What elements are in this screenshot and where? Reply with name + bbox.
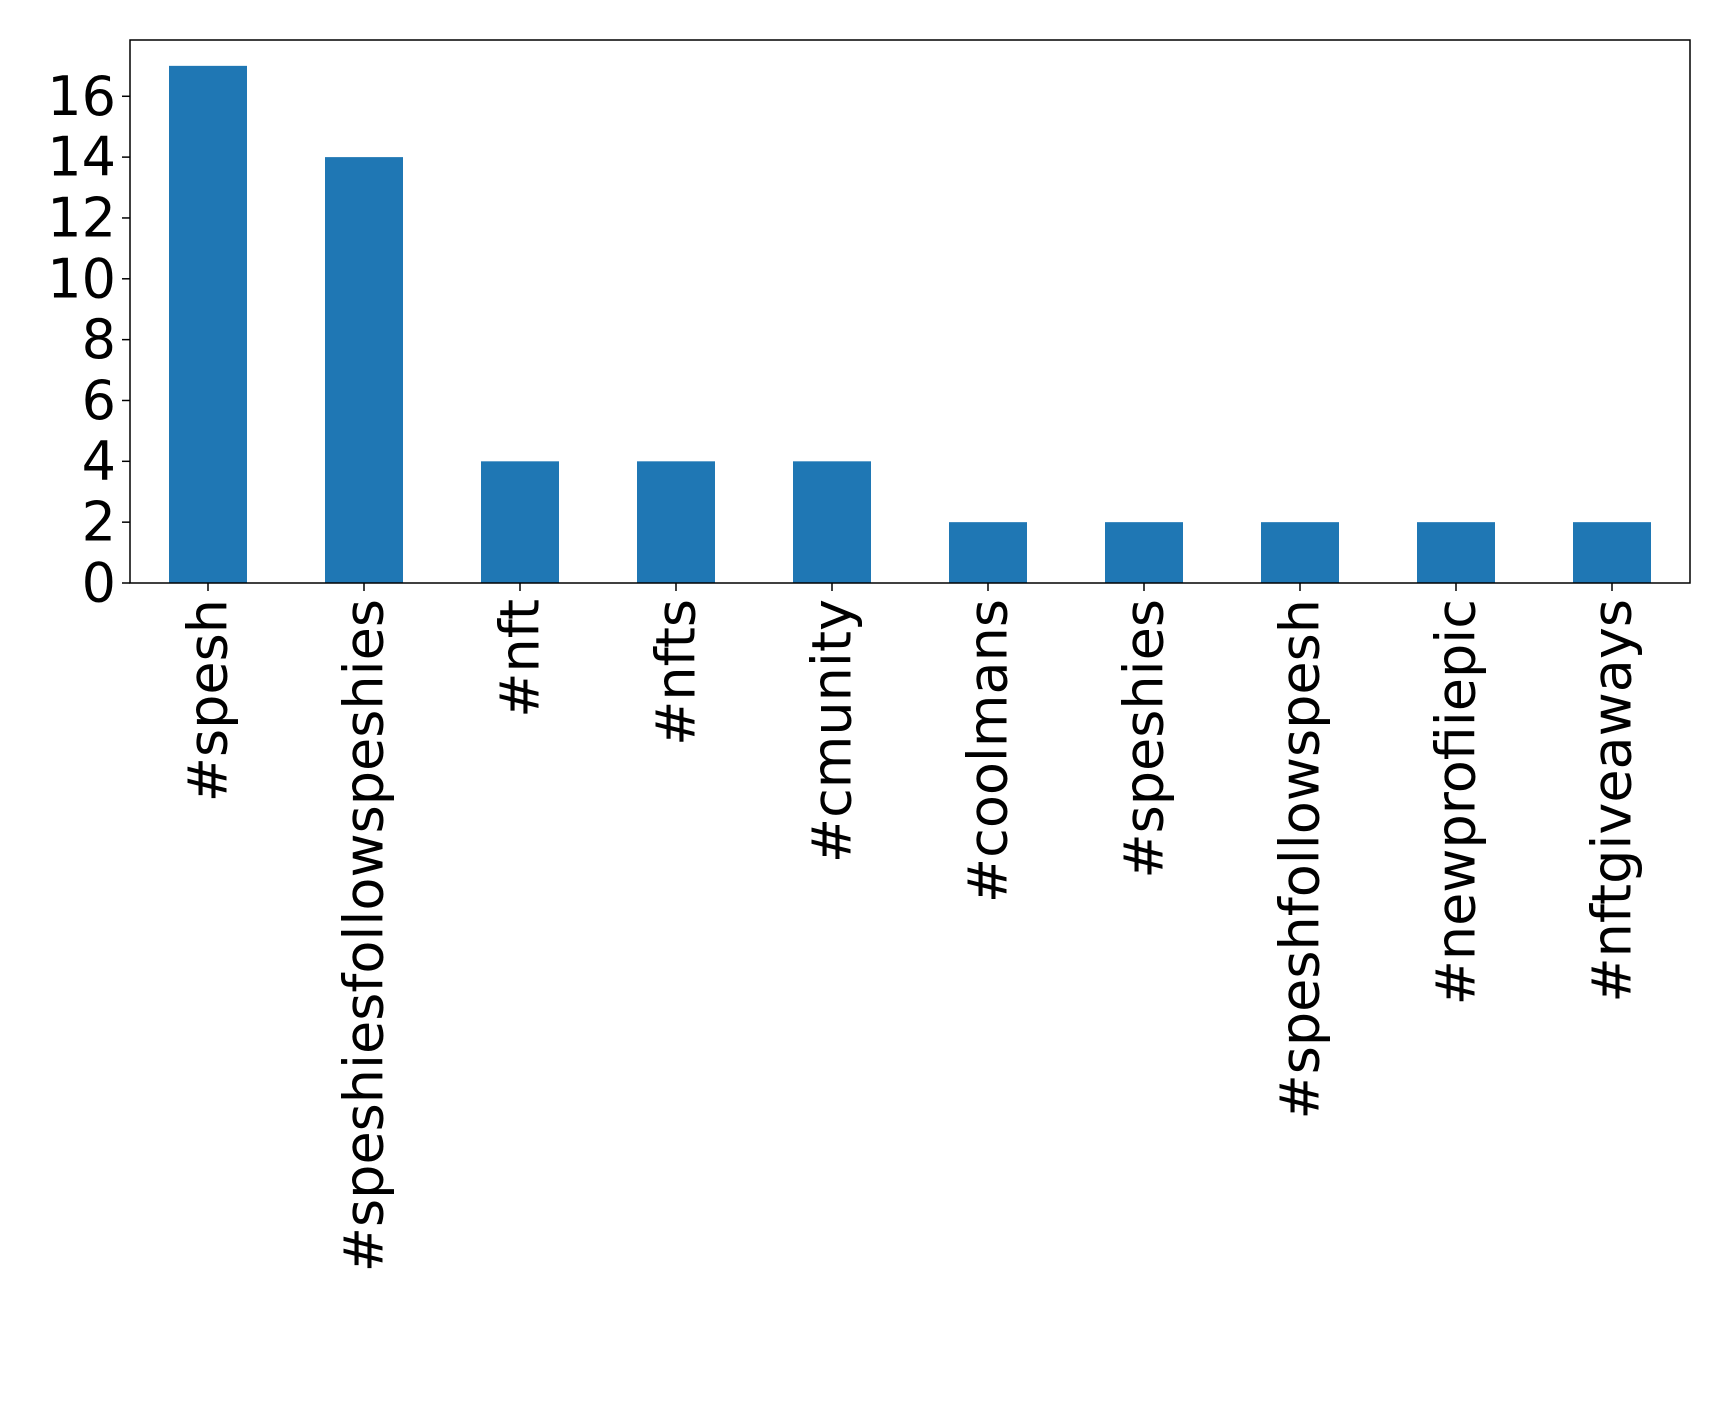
x-tick-label-9: #nftgiveaways (1581, 599, 1644, 1003)
y-tick-label-5: 10 (47, 247, 116, 310)
bar-8 (1417, 522, 1495, 583)
y-tick-label-8: 16 (47, 65, 116, 128)
y-tick-label-6: 12 (47, 186, 116, 249)
x-tick-label-5: #coolmans (957, 599, 1020, 903)
bar-1 (325, 157, 403, 583)
x-tick-label-6: #speshies (1113, 599, 1176, 879)
bars-group (169, 65, 1651, 584)
bar-2 (481, 461, 559, 583)
y-tick-label-7: 14 (47, 126, 116, 189)
x-axis-ticks: #spesh #speshiesfollowspeshies #nft #nfts #c… (177, 583, 1644, 1272)
bar-4 (793, 461, 871, 583)
x-tick-label-4: #cmunity (801, 599, 864, 863)
x-tick-label-8: #newprofiiepic (1425, 599, 1488, 1005)
y-tick-label-2: 4 (82, 430, 116, 493)
x-tick-label-3: #nfts (645, 599, 708, 746)
bar-5 (949, 522, 1027, 583)
y-tick-label-3: 6 (82, 369, 116, 432)
y-tick-label-4: 8 (82, 308, 116, 371)
bar-3 (637, 461, 715, 583)
bar-0 (169, 65, 247, 584)
x-tick-label-7: #speshfollowspesh (1269, 599, 1332, 1120)
x-tick-label-2: #nft (489, 599, 552, 718)
bar-7 (1261, 522, 1339, 583)
bar-9 (1573, 522, 1651, 583)
y-tick-label-1: 2 (82, 491, 116, 554)
bar-6 (1105, 522, 1183, 583)
x-tick-label-1: #speshiesfollowspeshies (333, 599, 396, 1272)
axes-frame (129, 39, 1691, 584)
x-tick-label-0: #spesh (177, 599, 240, 802)
y-tick-label-0: 0 (82, 552, 116, 615)
